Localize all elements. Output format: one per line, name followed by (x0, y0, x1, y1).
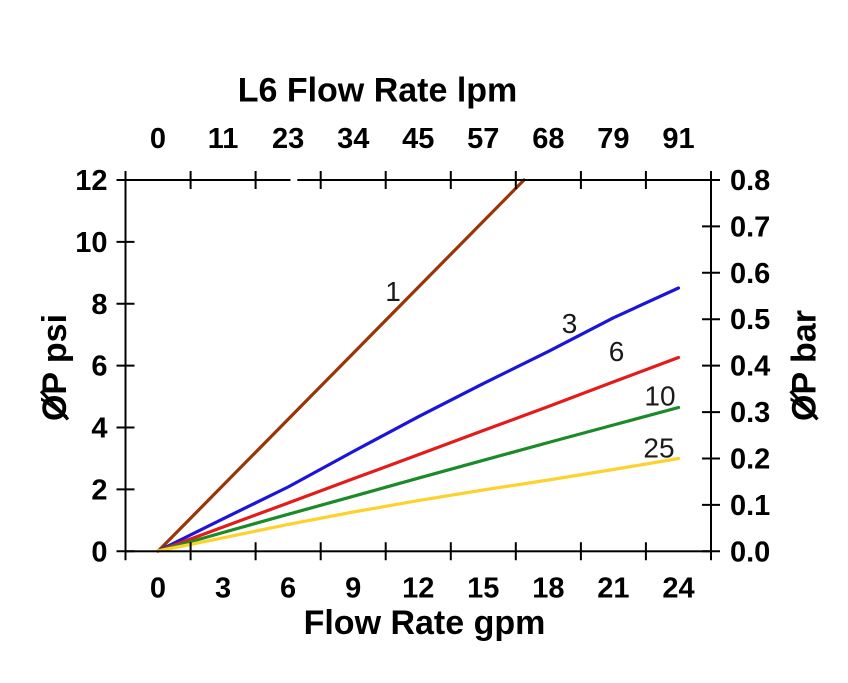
svg-text:0.4: 0.4 (730, 351, 770, 383)
svg-text:9: 9 (345, 573, 361, 605)
svg-text:0.2: 0.2 (730, 444, 770, 476)
svg-text:ØP bar: ØP bar (786, 310, 824, 421)
svg-text:0.7: 0.7 (730, 211, 770, 243)
svg-text:18: 18 (532, 573, 564, 605)
svg-text:6: 6 (91, 351, 107, 383)
svg-text:0.3: 0.3 (730, 397, 770, 429)
svg-text:0.0: 0.0 (730, 536, 770, 568)
svg-text:10: 10 (644, 381, 675, 412)
svg-text:25: 25 (643, 433, 674, 464)
svg-text:21: 21 (597, 573, 629, 605)
svg-text:L6 Flow Rate lpm: L6 Flow Rate lpm (238, 72, 518, 110)
svg-text:8: 8 (91, 289, 107, 321)
svg-text:10: 10 (75, 227, 107, 259)
svg-text:2: 2 (91, 474, 107, 506)
svg-text:0.5: 0.5 (730, 304, 770, 336)
svg-text:0: 0 (150, 573, 166, 605)
svg-text:6: 6 (280, 573, 296, 605)
svg-text:24: 24 (662, 573, 694, 605)
svg-text:3: 3 (215, 573, 231, 605)
svg-text:0: 0 (150, 123, 166, 155)
svg-text:12: 12 (75, 165, 107, 197)
svg-text:57: 57 (467, 123, 499, 155)
svg-text:15: 15 (467, 573, 499, 605)
svg-text:6: 6 (609, 336, 625, 367)
svg-text:1: 1 (385, 276, 401, 307)
svg-text:3: 3 (562, 308, 578, 339)
svg-text:68: 68 (532, 123, 564, 155)
svg-text:0.6: 0.6 (730, 258, 770, 290)
svg-text:12: 12 (402, 573, 434, 605)
svg-text:91: 91 (662, 123, 694, 155)
svg-text:79: 79 (597, 123, 629, 155)
svg-text:11: 11 (208, 123, 239, 155)
svg-text:34: 34 (337, 123, 369, 155)
svg-text:45: 45 (402, 123, 434, 155)
svg-text:0: 0 (91, 536, 107, 568)
svg-text:ØP psi: ØP psi (36, 314, 74, 421)
svg-text:4: 4 (91, 413, 107, 445)
svg-text:0.1: 0.1 (730, 490, 770, 522)
svg-text:0.8: 0.8 (730, 165, 770, 197)
svg-text:Flow Rate gpm: Flow Rate gpm (304, 604, 546, 642)
svg-text:23: 23 (272, 123, 304, 155)
